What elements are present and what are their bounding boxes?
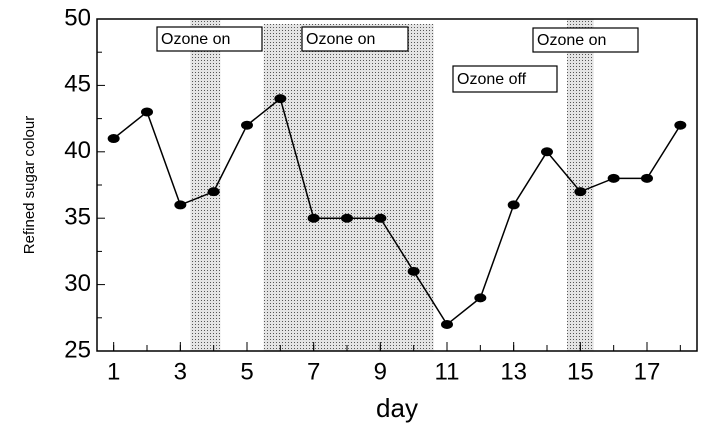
data-point	[307, 213, 320, 223]
annotation: Ozone on	[537, 32, 606, 49]
y-tick-label: 25	[64, 336, 91, 363]
x-tick-label: 9	[374, 358, 387, 385]
ozone-span	[263, 24, 434, 351]
data-point	[574, 187, 587, 197]
data-point	[241, 120, 253, 130]
data-point	[441, 319, 453, 329]
y-tick-label: 30	[64, 270, 91, 297]
x-tick-label: 3	[174, 358, 187, 385]
data-point	[174, 200, 187, 210]
data-point	[207, 187, 220, 197]
x-tick-label: 11	[435, 358, 460, 385]
y-tick-label: 45	[64, 71, 91, 98]
data-point	[407, 266, 420, 276]
annotation-box	[452, 65, 558, 93]
annotation-box	[301, 26, 409, 52]
data-point	[641, 173, 653, 183]
data-point	[274, 94, 287, 104]
annotation-box	[156, 26, 263, 52]
x-tick-label: 15	[567, 358, 594, 385]
x-tick-label: 17	[634, 358, 661, 385]
x-tick-label: 1	[107, 358, 120, 385]
data-point	[541, 147, 553, 157]
y-tick-label: 50	[64, 4, 91, 31]
annotation: Ozone on	[306, 31, 375, 48]
ozone-span	[567, 19, 594, 351]
y-tick-label: 35	[64, 204, 91, 231]
x-tick-label: 7	[307, 358, 320, 385]
y-axis-label: Refined sugar colour	[21, 116, 38, 254]
ozone-span	[190, 19, 221, 351]
data-point	[507, 200, 520, 210]
x-tick-label: 5	[240, 358, 253, 385]
data-point	[374, 213, 387, 223]
data-point	[141, 107, 153, 117]
annotation-box	[532, 27, 639, 53]
data-point	[607, 173, 620, 183]
annotation: Ozone off	[457, 71, 527, 88]
y-tick-label: 40	[64, 137, 91, 164]
data-point	[107, 134, 120, 144]
x-tick-label: 13	[500, 358, 527, 385]
data-line	[113, 97, 681, 326]
annotation: Ozone on	[161, 31, 230, 48]
data-point	[341, 213, 353, 223]
x-axis-label: day	[376, 393, 418, 423]
data-point	[474, 293, 487, 303]
data-point	[674, 120, 687, 130]
